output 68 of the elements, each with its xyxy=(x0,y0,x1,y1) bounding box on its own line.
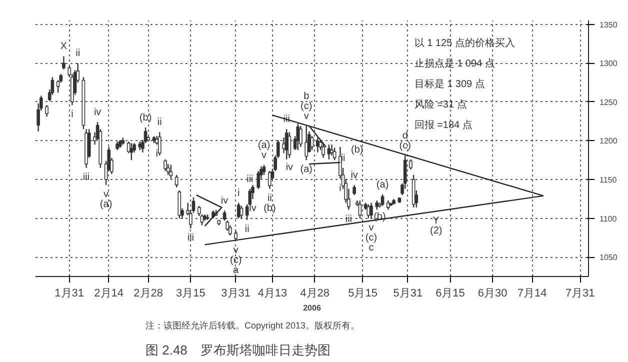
y-tick-label: 1200 xyxy=(600,136,618,146)
annotation: c xyxy=(368,242,374,254)
annotation: ii xyxy=(244,224,250,235)
annotation: (b) xyxy=(351,144,364,156)
annotation: v xyxy=(304,111,309,122)
annotation: ii xyxy=(76,48,80,60)
x-tick-label: 2月28 xyxy=(134,288,164,300)
annotation: (c) xyxy=(300,101,312,112)
x-tick-label: 5月15 xyxy=(348,288,378,300)
annotation: v xyxy=(262,150,267,161)
annotation: (b) xyxy=(139,112,152,124)
x-tick-label: 3月15 xyxy=(176,288,206,300)
x-tick-label: 6月15 xyxy=(436,288,465,300)
annotation: (c) xyxy=(399,140,411,152)
y-tick-label: 1100 xyxy=(600,214,618,224)
annotation: iv xyxy=(249,202,256,214)
annotation: ii xyxy=(157,117,162,128)
x-axis-title: 2006 xyxy=(303,304,322,312)
annotation: (a) xyxy=(376,179,389,190)
x-tick-label: 4月28 xyxy=(300,288,330,300)
y-tick-label: 1300 xyxy=(600,59,618,68)
annotation: (c) xyxy=(230,254,242,266)
text: 图 2.48 罗布斯塔咖啡日走势图 xyxy=(146,342,330,358)
annotation: (2) xyxy=(430,225,442,236)
annotation: (a) xyxy=(300,164,312,176)
y-tick-label: 1350 xyxy=(600,20,618,30)
x-tick-label: 5月31 xyxy=(393,288,423,300)
annotation: (c) xyxy=(365,232,378,244)
annotation: v xyxy=(233,244,238,256)
annotation: (a) xyxy=(100,198,112,210)
y-tick-label: 1050 xyxy=(600,253,618,262)
annotation: iv xyxy=(94,107,102,118)
annotation: a xyxy=(233,264,240,276)
x-tick-label: 7月31 xyxy=(565,288,595,300)
annotation: i xyxy=(238,188,240,199)
x-tick-label: 6月30 xyxy=(478,288,508,300)
annotation: iii xyxy=(82,172,90,183)
x-tick-label: 1月31 xyxy=(54,288,84,300)
annotation: iv xyxy=(350,170,358,181)
annotation: (b) xyxy=(264,202,276,214)
annotation: 止损点是 1 094 点 xyxy=(414,58,495,70)
annotation: iii xyxy=(187,232,194,244)
annotation: b xyxy=(304,91,310,102)
annotation: 风险 =31 点 xyxy=(414,98,467,110)
x-tick-label: 4月13 xyxy=(258,288,288,300)
annotation: i xyxy=(71,109,74,120)
annotation: iv xyxy=(286,162,294,173)
annotation: ii xyxy=(267,192,272,204)
text: 注：该图经允许后转载。Copyright 2013。版权所有。 xyxy=(146,320,360,330)
x-tick-label: 7月14 xyxy=(517,288,547,300)
annotation: iii xyxy=(345,214,352,225)
annotation: iv xyxy=(220,196,228,207)
annotation: iii xyxy=(246,174,254,185)
annotation: i xyxy=(156,148,158,160)
annotation: X xyxy=(60,41,68,52)
y-tick-label: 1250 xyxy=(600,98,618,107)
y-tick-label: 1150 xyxy=(600,176,618,185)
annotation: 回报 =184 点 xyxy=(414,118,472,131)
annotation: 以 1 125 点的价格买入 xyxy=(414,37,515,50)
annotation: v xyxy=(368,222,374,234)
x-tick-label: 2月14 xyxy=(94,288,124,300)
annotation: (a) xyxy=(258,140,270,151)
annotation: i xyxy=(339,182,342,194)
x-tick-label: 3月31 xyxy=(221,288,251,300)
annotation: v xyxy=(104,188,109,200)
annotation: 目标是 1 309 点 xyxy=(414,78,485,90)
annotation: Y xyxy=(432,215,440,226)
annotation: d xyxy=(402,130,408,142)
